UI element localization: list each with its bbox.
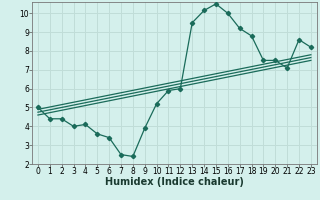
X-axis label: Humidex (Indice chaleur): Humidex (Indice chaleur): [105, 177, 244, 187]
